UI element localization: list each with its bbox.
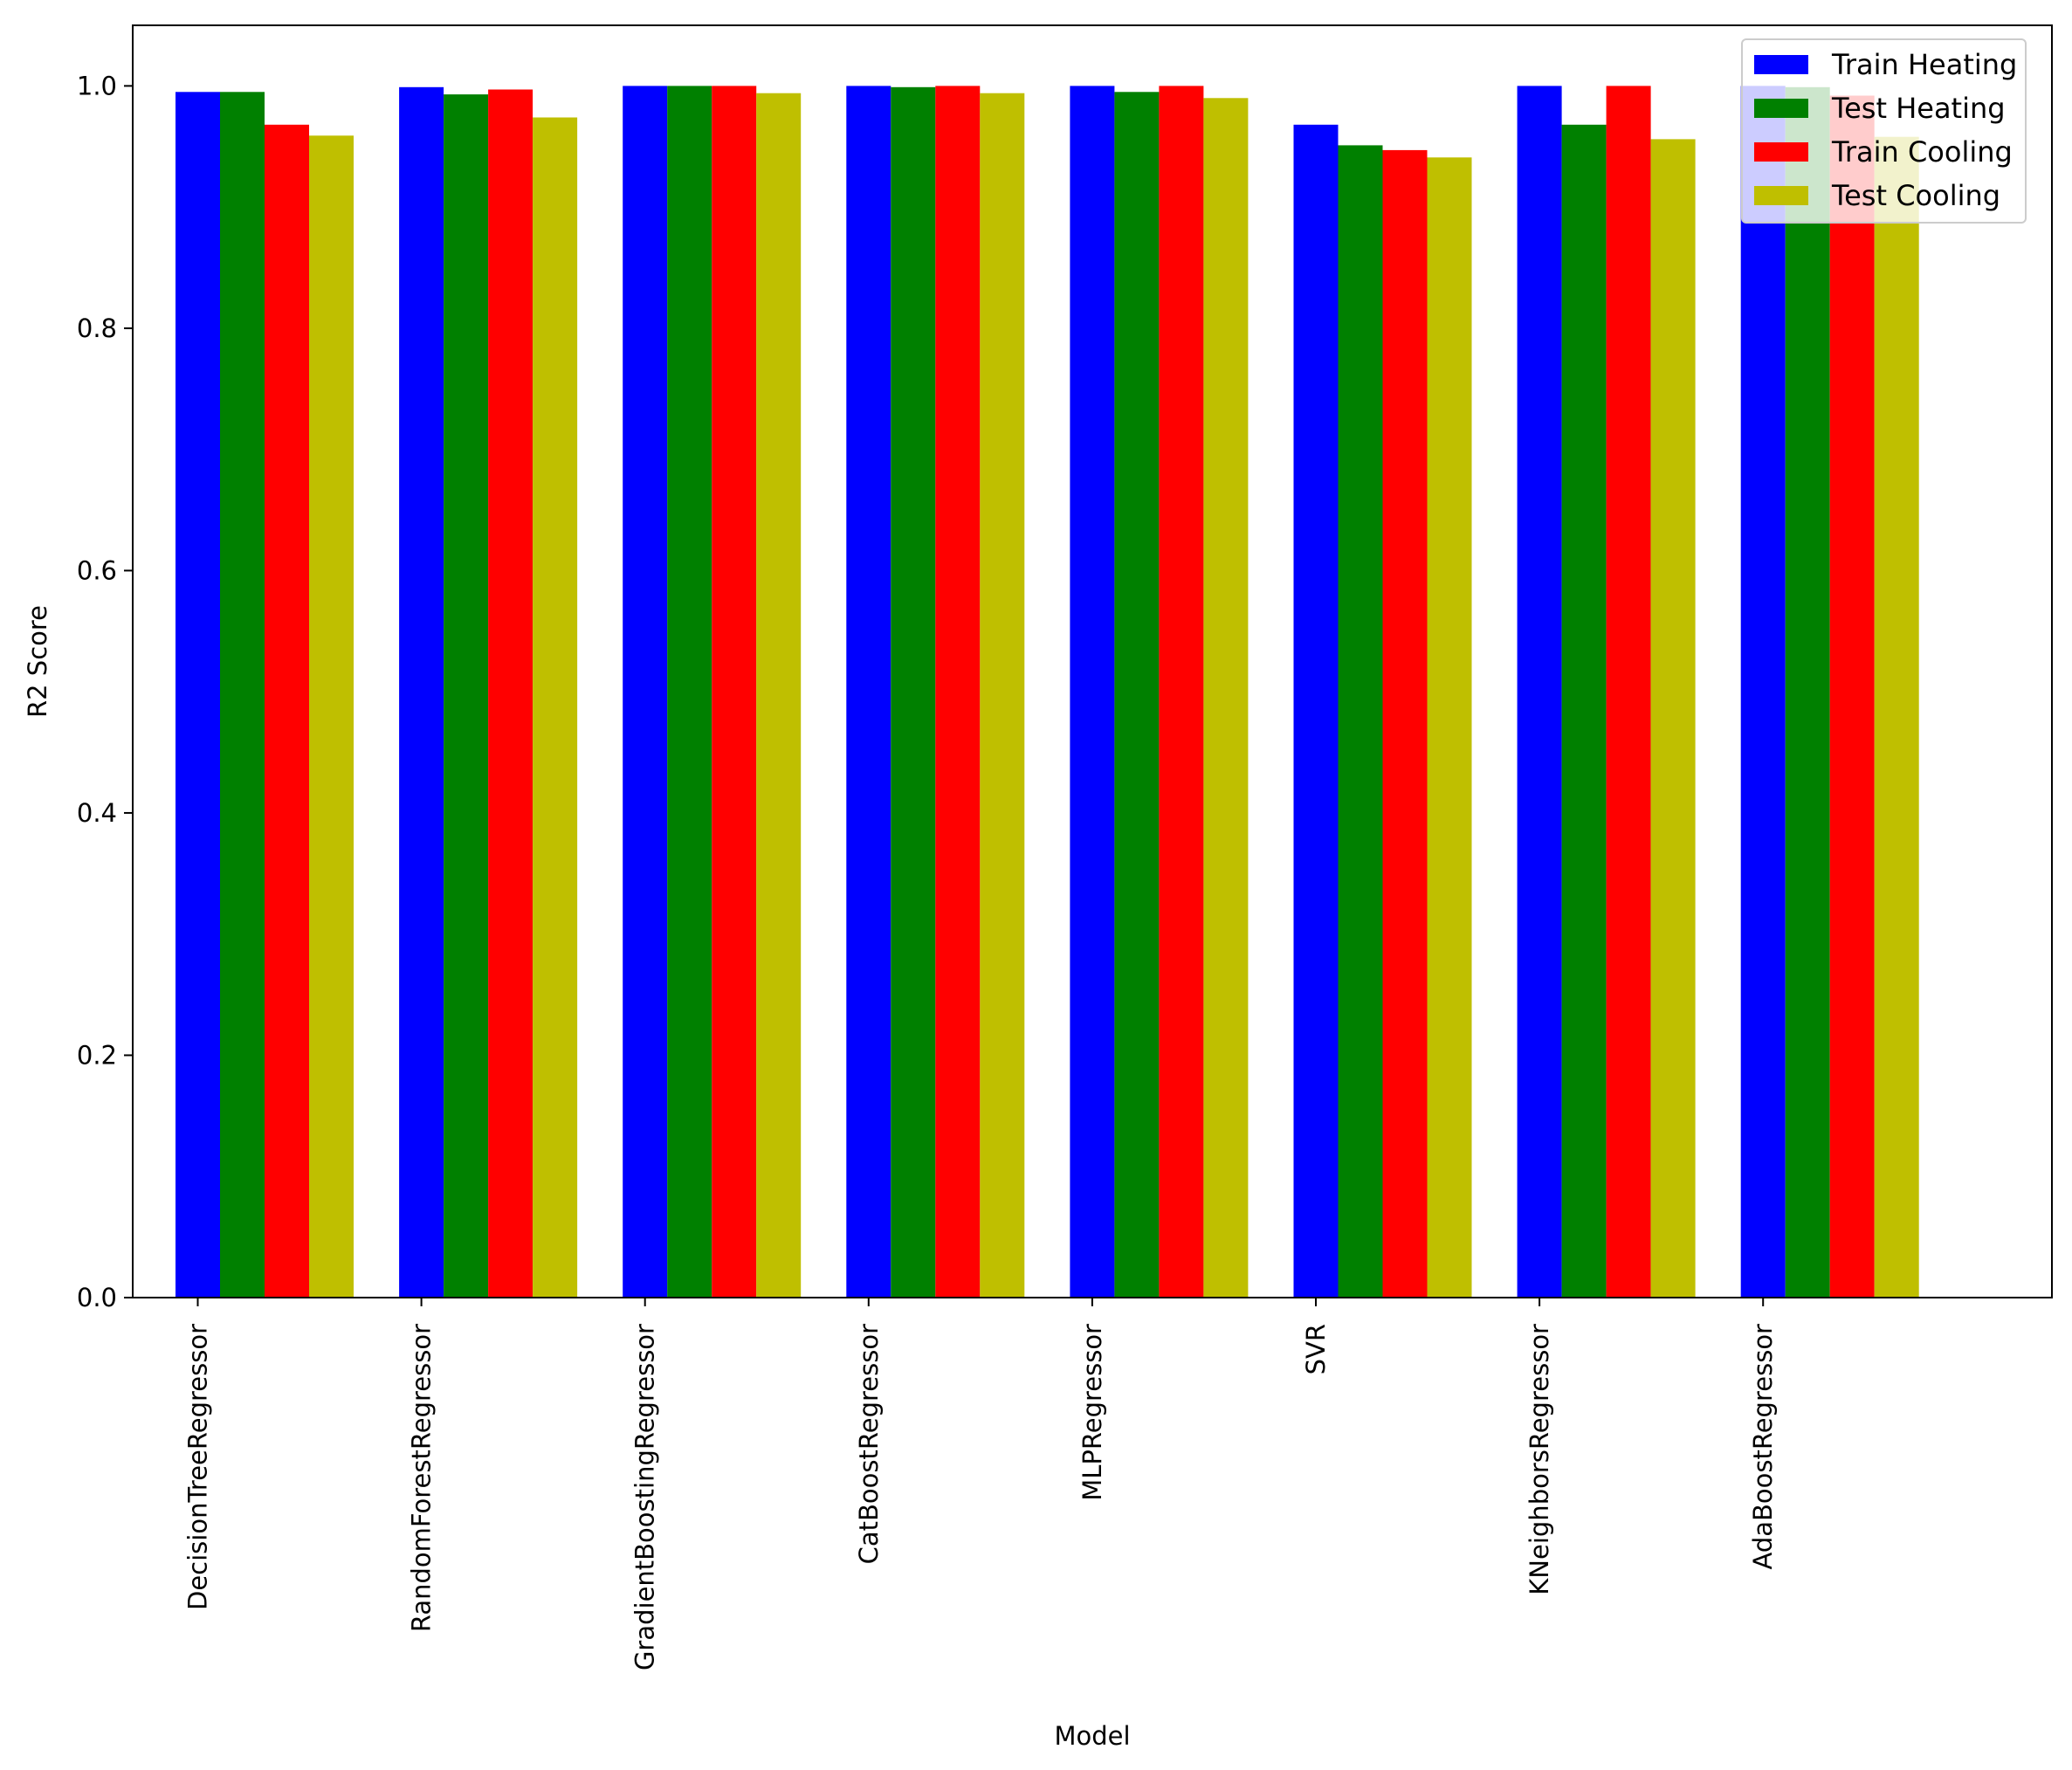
bar-train-cooling-0 — [265, 124, 309, 1298]
bar-test-cooling-5 — [1427, 157, 1472, 1298]
legend: Train Heating Test Heating Train Cooling Te… — [1741, 38, 2027, 224]
legend-swatch — [1754, 142, 1808, 162]
y-tick-label: 0.8 — [77, 313, 117, 343]
y-tick-label: 0.4 — [77, 798, 117, 828]
bar-train-heating-3 — [846, 86, 891, 1298]
legend-swatch — [1754, 55, 1808, 74]
x-tick-label: DecisionTreeRegressor — [183, 1324, 213, 1610]
y-tick-label: 0.6 — [77, 555, 117, 585]
bar-test-heating-0 — [220, 92, 265, 1298]
bar-train-cooling-2 — [712, 86, 757, 1298]
x-axis: DecisionTreeRegressor RandomForestRegress… — [183, 1298, 1778, 1670]
bar-test-heating-7 — [1785, 86, 1830, 1298]
x-tick-label: GradientBoostingRegressor — [630, 1324, 660, 1670]
legend-label: Train Heating — [1831, 48, 2017, 81]
bar-test-heating-1 — [444, 94, 489, 1298]
bar-test-heating-2 — [667, 86, 712, 1298]
y-axis: 0.0 0.2 0.4 0.6 0.8 1.0 — [77, 71, 133, 1312]
bar-train-cooling-1 — [488, 89, 533, 1298]
x-tick-label: CatBoostRegressor — [854, 1324, 884, 1564]
x-tick-label: KNeighborsRegressor — [1525, 1324, 1554, 1595]
bar-train-cooling-4 — [1159, 86, 1204, 1298]
bar-test-heating-4 — [1114, 92, 1160, 1298]
bar-test-heating-6 — [1561, 124, 1607, 1298]
bar-test-cooling-1 — [533, 117, 578, 1298]
bar-train-heating-4 — [1070, 86, 1115, 1298]
bar-train-cooling-6 — [1606, 86, 1651, 1298]
y-tick-label: 1.0 — [77, 71, 117, 100]
y-tick-label: 0.2 — [77, 1040, 117, 1070]
y-axis-title: R2 Score — [23, 605, 52, 718]
x-tick-label: RandomForestRegressor — [407, 1324, 437, 1632]
legend-swatch — [1754, 99, 1808, 118]
bar-test-cooling-3 — [980, 93, 1025, 1298]
legend-label: Train Cooling — [1831, 135, 2013, 169]
legend-label: Test Cooling — [1831, 179, 2000, 212]
bar-train-heating-5 — [1293, 124, 1339, 1298]
bar-train-heating-1 — [399, 86, 444, 1298]
bar-train-heating-6 — [1517, 86, 1562, 1298]
bar-train-cooling-3 — [935, 86, 981, 1298]
bar-test-cooling-0 — [309, 135, 354, 1298]
bar-test-heating-5 — [1338, 145, 1383, 1298]
y-tick-label: 0.0 — [77, 1283, 117, 1312]
plot-frame — [132, 24, 2053, 1298]
bar-test-heating-3 — [891, 86, 936, 1298]
bars-group — [176, 86, 1919, 1298]
x-tick-label: AdaBoostRegressor — [1748, 1324, 1778, 1570]
x-tick-label: SVR — [1301, 1324, 1331, 1374]
bar-test-cooling-2 — [756, 93, 802, 1298]
bar-train-cooling-5 — [1382, 149, 1428, 1298]
x-axis-title: Model — [1054, 1721, 1130, 1751]
legend-label: Test Heating — [1831, 92, 2006, 125]
legend-swatch — [1754, 186, 1808, 205]
bar-train-cooling-7 — [1829, 95, 1875, 1298]
bar-train-heating-2 — [623, 86, 668, 1298]
bar-test-cooling-4 — [1203, 98, 1249, 1298]
x-tick-label: MLPRegressor — [1077, 1324, 1107, 1501]
bar-test-cooling-6 — [1650, 139, 1696, 1298]
bar-train-heating-0 — [176, 92, 220, 1298]
legend-box — [1741, 38, 2027, 224]
bar-train-heating-7 — [1740, 86, 1786, 1298]
bar-test-cooling-7 — [1874, 136, 1919, 1298]
